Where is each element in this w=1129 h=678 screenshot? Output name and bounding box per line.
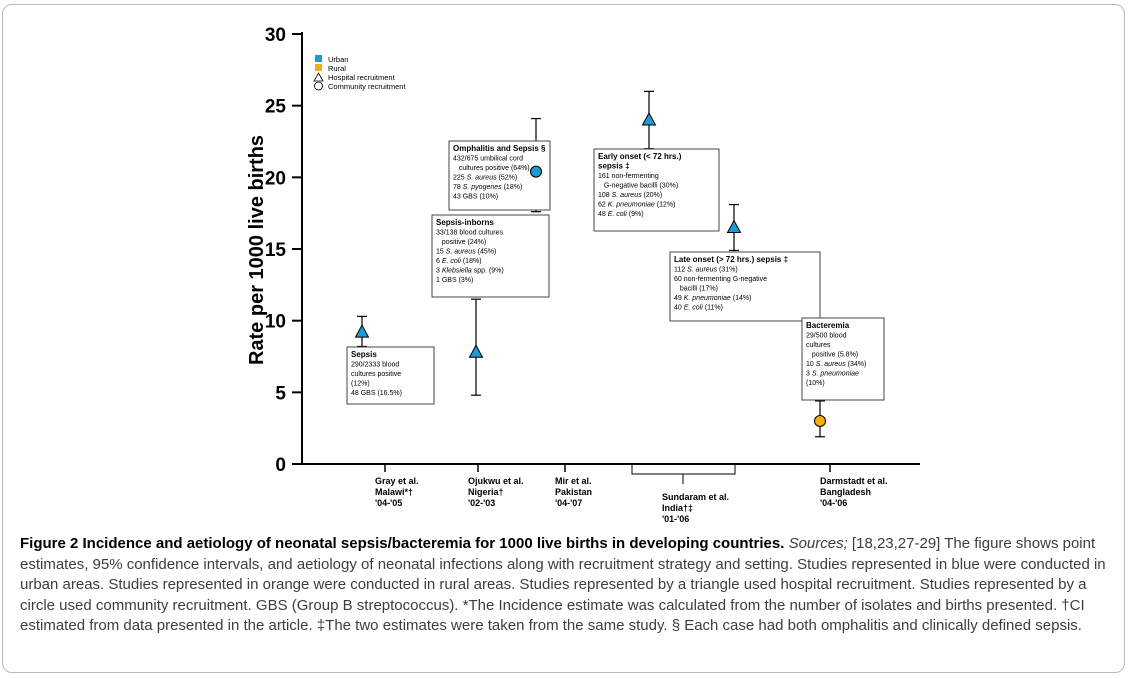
point-circle — [814, 415, 826, 427]
x-category-label: '01-'06 — [662, 514, 689, 524]
point-triangle — [641, 111, 657, 126]
annotation-title: Sepsis — [351, 350, 377, 359]
annotation-line: 6 E. coli (18%) — [436, 258, 482, 265]
point-circle — [530, 165, 542, 178]
legend-symbol — [314, 81, 323, 91]
y-tick-label: 10 — [265, 312, 286, 333]
x-category-label: India†‡ — [662, 503, 693, 513]
figure-frame — [2, 4, 1125, 673]
x-category-label: Malawi*† — [375, 487, 413, 497]
annotation-line: 432/675 umbilical cord — [453, 156, 523, 163]
annotation-line: 108 S. aureus (20%) — [598, 192, 662, 199]
x-category-label: Gray et al. — [375, 476, 419, 486]
data-points — [354, 111, 826, 427]
point-triangle — [468, 344, 484, 358]
annotation-box — [801, 317, 885, 401]
x-category-label: Sundaram et al. — [662, 492, 729, 502]
x-category-label: '04-'07 — [555, 498, 582, 508]
annotation-line: 15 S. aureus (45%) — [436, 249, 496, 256]
annotation-line: 33/138 blood cultures — [436, 230, 503, 237]
caption-lead: Figure 2 Incidence and aetiology of neon… — [20, 535, 785, 552]
annotation-title: Late onset (> 72 hrs.) sepsis ‡ — [674, 255, 788, 264]
annotation-line: positive (5.8%) — [806, 352, 858, 359]
annotation-title: Early onset (< 72 hrs.) — [598, 152, 682, 161]
figure-caption: Figure 2 Incidence and aetiology of neon… — [20, 534, 1115, 637]
point-triangle — [726, 219, 742, 233]
annotation-line: 161 non-fermenting — [598, 173, 659, 180]
y-tick-label: 30 — [265, 25, 286, 46]
annotation-line: 43 GBS (10%) — [453, 194, 498, 201]
annotation-line: bacilli (17%) — [674, 286, 718, 293]
x-category-label: Bangladesh — [820, 487, 871, 497]
x-category-labels: Gray et al.Malawi*†'04-'05 Ojukwu et al.N… — [375, 464, 888, 524]
annotation-line: (12%) — [351, 381, 370, 388]
annotation-line: 3 Klebsiella spp. (9%) — [436, 268, 504, 275]
y-tick-label: 0 — [275, 455, 286, 476]
annotation-title: Sepsis-inborns — [436, 218, 494, 227]
annotation-box — [593, 148, 720, 232]
y-axis-label: Rate per 1000 live births — [246, 135, 268, 365]
annotation-line: positive (24%) — [436, 239, 486, 246]
annotation-title: sepsis ‡ — [598, 162, 630, 171]
annotation-line: 3 S. pneumoniae — [806, 371, 859, 378]
legend-label: Community recruitment — [328, 82, 406, 91]
annotation-line: 290/2333 blood — [351, 362, 399, 369]
annotation-line: 78 S. pyogenes (18%) — [453, 184, 522, 191]
y-tick-label: 25 — [265, 97, 287, 118]
y-tick-label: 15 — [265, 240, 287, 261]
annotation-line: (10%) — [806, 380, 825, 387]
annotation-line: cultures positive — [351, 371, 401, 378]
legend-label: Hospital recruitment — [328, 73, 396, 82]
annotation-line: G-negative bacilli (30%) — [598, 183, 678, 190]
point-triangle — [354, 324, 370, 338]
x-category-label: '04-'06 — [820, 498, 847, 508]
annotation-line: cultures positive (64%) — [453, 165, 530, 172]
annotation-line: 48 GBS (16.5%) — [351, 390, 402, 397]
study-bracket — [631, 464, 736, 475]
annotation-line: cultures — [806, 342, 831, 349]
y-tick-label: 20 — [265, 168, 286, 189]
annotation-line: 10 S. aureus (34%) — [806, 361, 866, 368]
legend-label: Rural — [328, 64, 346, 73]
annotation-boxes: Sepsis 290/2333 blood cultures positive (12… — [346, 140, 885, 405]
legend-swatch — [315, 64, 322, 71]
caption-body: [18,23,27-29] The figure shows point est… — [20, 535, 1106, 634]
x-category-label: Ojukwu et al. — [468, 476, 524, 486]
axes: 0 5 10 15 20 25 30 — [265, 25, 920, 476]
annotation-box — [346, 346, 435, 405]
annotation-line: 49 K. pneumoniae (14%) — [674, 295, 751, 302]
chart: 0 5 10 15 20 25 30 Sepsis 290/2333 blood culture… — [246, 25, 920, 524]
y-tick-label: 5 — [275, 383, 286, 404]
annotation-line: 60 non-fermenting G-negative — [674, 276, 767, 283]
annotation-box — [431, 214, 550, 298]
annotation-line: 48 E. coli (9%) — [598, 211, 644, 218]
annotation-line: 225 S. aureus (52%) — [453, 175, 517, 182]
x-category-label: Pakistan — [555, 487, 592, 497]
legend-swatch — [315, 55, 322, 62]
annotation-title: Omphalitis and Sepsis § — [453, 144, 546, 153]
x-category-label: Nigeria† — [468, 487, 504, 497]
annotation-box — [669, 251, 821, 322]
annotation-line: 1 GBS (3%) — [436, 277, 473, 284]
annotation-line: 112 S. aureus (31%) — [674, 267, 738, 274]
x-category-label: Darmstadt et al. — [820, 476, 888, 486]
legend-symbol — [313, 72, 324, 82]
x-category-label: '04-'05 — [375, 498, 402, 508]
caption-sources-label: Sources; — [788, 535, 848, 552]
annotation-line: 29/500 blood — [806, 333, 847, 340]
x-category-label: Mir et al. — [555, 476, 592, 486]
annotation-title: Bacteremia — [806, 321, 850, 330]
annotation-line: 40 E. coli (11%) — [674, 305, 723, 312]
annotation-line: 62 K. pneumoniae (12%) — [598, 202, 675, 209]
legend-label: Urban — [328, 55, 348, 64]
x-category-label: '02-'03 — [468, 498, 495, 508]
